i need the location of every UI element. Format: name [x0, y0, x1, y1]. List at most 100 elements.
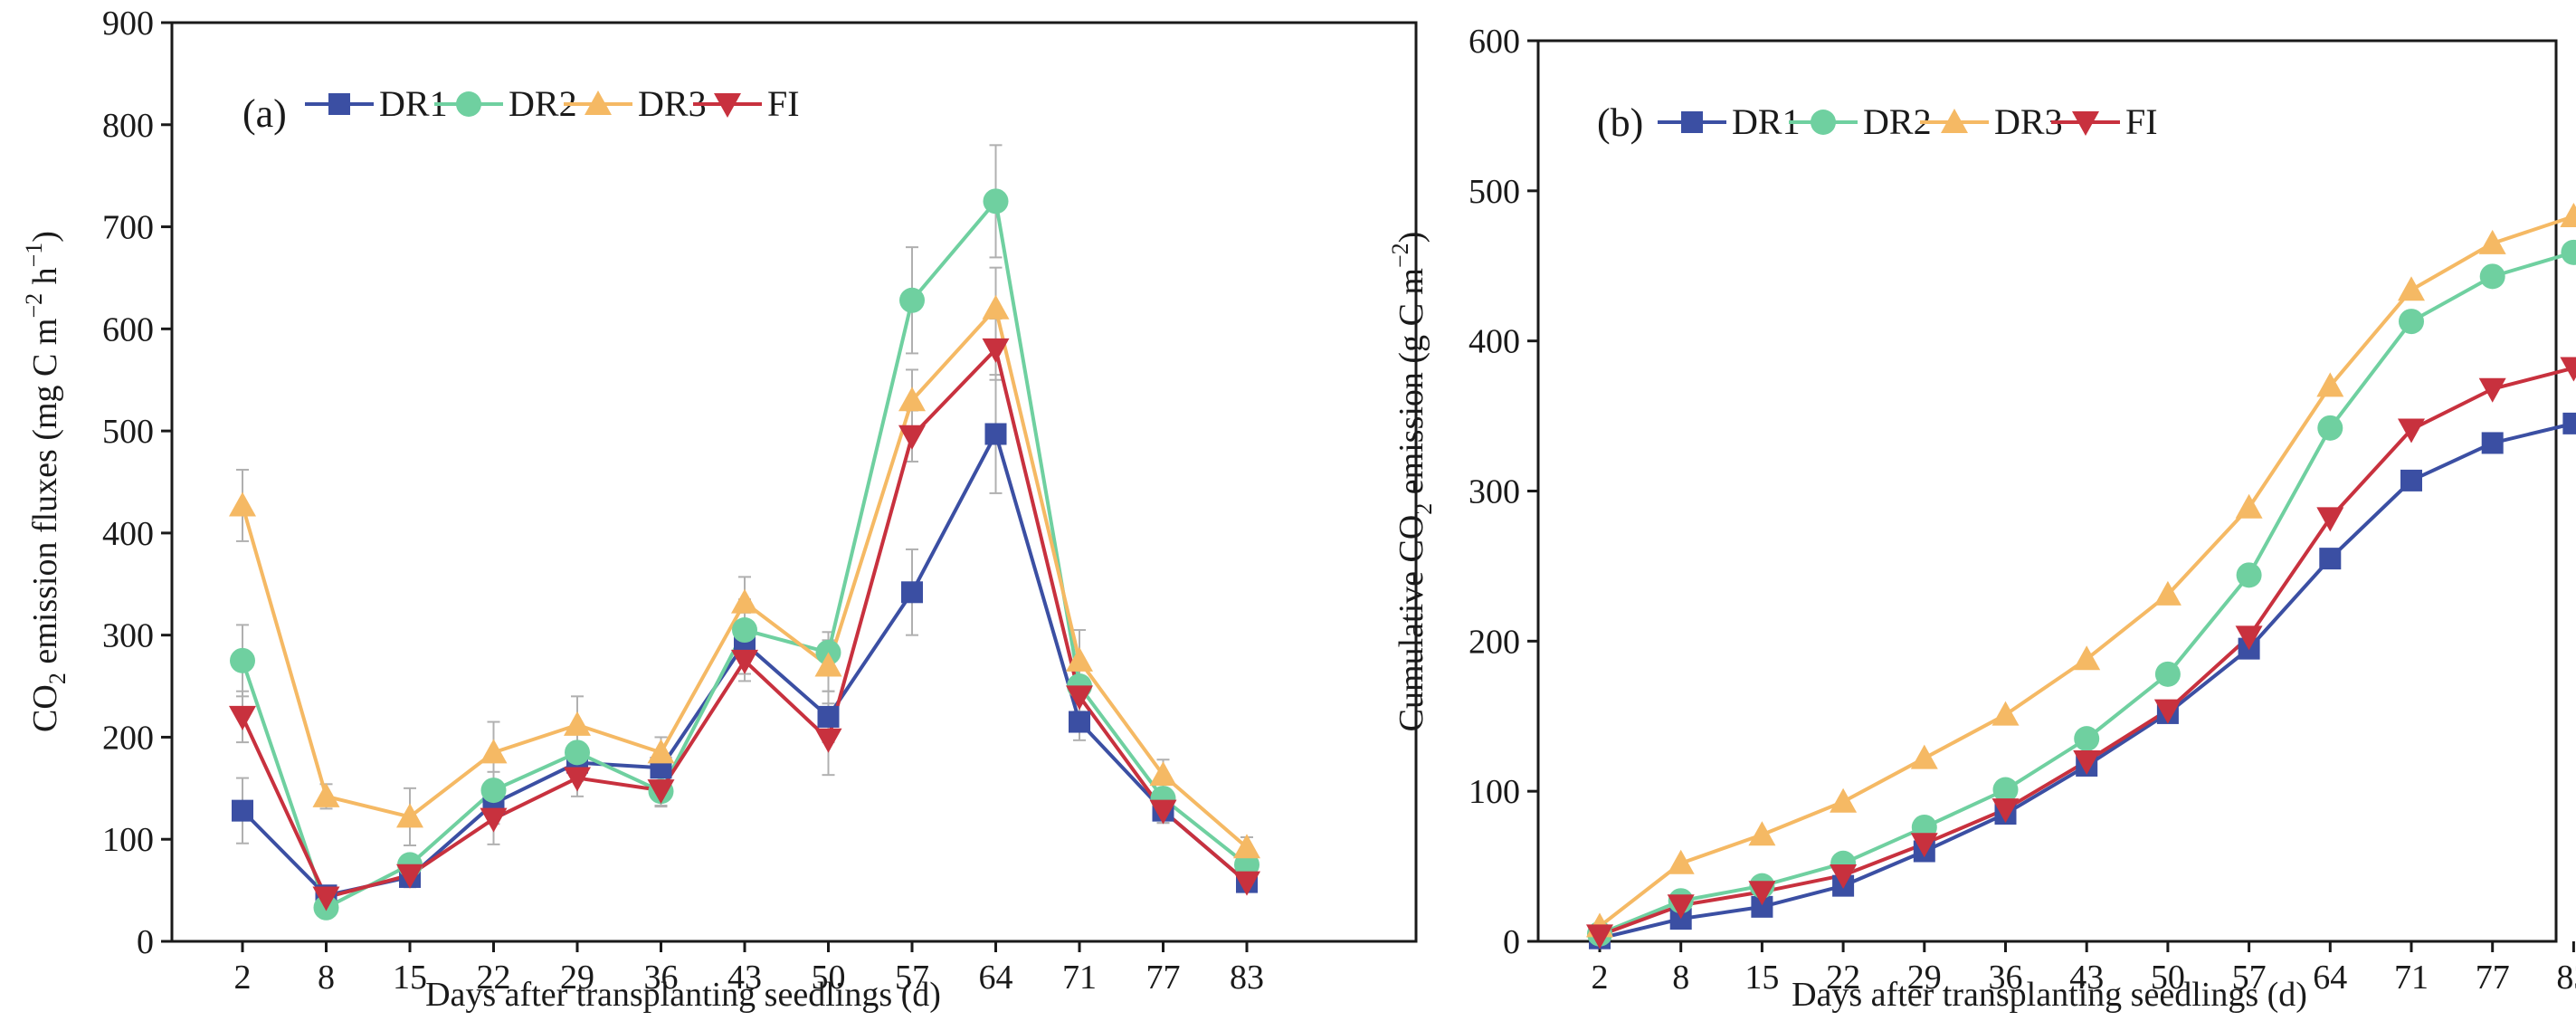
- panel-a-dr1-point: [901, 581, 923, 604]
- panel-a-dr1-point: [1069, 711, 1090, 733]
- panel-b-x-tick-label: 29: [1907, 959, 1942, 997]
- panel-b-dr3-point: [1748, 821, 1776, 846]
- panel-b-y-tick-label: 600: [1469, 23, 1520, 61]
- panel-a-fi-point: [898, 425, 926, 450]
- panel-a-x-tick-label: 83: [1230, 959, 1264, 997]
- panel-b-x-tick-label: 64: [2313, 959, 2347, 997]
- panel-a-x-tick-label: 71: [1062, 959, 1097, 997]
- panel-b-y-tick-label: 500: [1469, 173, 1520, 211]
- panel-a-axes: 0 100 200 300 400 500 600 700 800 900 2 8 15 22 29 36 43…: [102, 5, 1264, 997]
- panel-b-y-tick-label: 200: [1469, 623, 1520, 661]
- panel-b-dr3-point: [2398, 276, 2425, 301]
- panel-b-fi-point: [2235, 625, 2263, 651]
- panel-b-dr3-point: [2316, 372, 2344, 397]
- panel-b-y-axis-title: Cumulative CO2 emission (g C m−2): [1387, 232, 1437, 732]
- panel-b-dr3-point: [2153, 580, 2182, 606]
- panel-a-fi-point: [1066, 685, 1093, 711]
- panel-b-legend-entry-dr1: DR1: [1658, 101, 1801, 142]
- panel-a-x-tick-label: 57: [895, 959, 929, 997]
- panel-b-dr1-point: [2481, 432, 2504, 454]
- panel-a-dr3-point: [396, 803, 423, 828]
- panel-a-fi-point: [480, 807, 508, 833]
- panel-a-y-title-sup2: −1: [21, 243, 47, 268]
- panel-a-legend-dr3-marker: [585, 91, 612, 115]
- panel-b-dr1-point: [2319, 548, 2342, 570]
- panel-b-x-tick-label: 43: [2069, 959, 2104, 997]
- panel-b-fi-point: [2153, 699, 2182, 724]
- panel-a-y-tick-label: 0: [137, 923, 154, 961]
- panel-b-x-tick-label: 77: [2476, 959, 2510, 997]
- panel-b-legend-dr3-label: DR3: [1994, 101, 2063, 142]
- panel-b-y-title-suffix: ): [1393, 232, 1431, 243]
- panel-a-legend-dr2-marker: [456, 91, 481, 117]
- panel-b-legend-dr2-marker: [1811, 110, 1836, 135]
- panel-b-dr3-point: [1830, 787, 1858, 813]
- panel-a-legend-dr1-marker: [328, 93, 350, 115]
- panel-a-y-axis-title: CO2 emission fluxes (mg C m−2 h−1): [21, 231, 71, 732]
- panel-a-dr3-point: [1233, 834, 1260, 859]
- panel-a-x-tick-label: 22: [477, 959, 511, 997]
- panel-b-y-title-prefix: Cumulative CO: [1393, 515, 1431, 732]
- panel-a-dr3-point: [814, 652, 842, 677]
- panel-b-legend-dr2-label: DR2: [1863, 101, 1932, 142]
- panel-a-y-title-prefix: CO: [26, 684, 64, 732]
- panel-a-x-tick-label: 64: [979, 959, 1013, 997]
- panel-a-markers: [229, 188, 1260, 921]
- panel-b-fi-point: [2073, 750, 2101, 775]
- panel-b-dr3-point: [2560, 203, 2576, 228]
- panel-a-y-title-suffix: ): [26, 231, 64, 243]
- panel-b-y-tick-label: 300: [1469, 473, 1520, 511]
- panel-a-dr1-point: [984, 423, 1007, 445]
- panel-b-dr3-line: [1598, 215, 2575, 928]
- panel-a-dr3-point: [898, 386, 926, 412]
- panel-a-fi-point: [229, 705, 256, 730]
- panel-a-y-tick-label: 200: [102, 719, 154, 757]
- panel-a-dr2-point: [565, 740, 590, 766]
- panel-b-dr2-point: [1992, 777, 2019, 803]
- panel-a-y-tick-label: 700: [102, 209, 154, 247]
- panel-b-legend-fi-marker: [2072, 111, 2099, 136]
- panel-a-y-tick-label: 500: [102, 413, 154, 451]
- panel-b-y-title-sup1: −2: [1387, 243, 1413, 268]
- panel-b-dr3-point: [1991, 701, 2020, 726]
- panel-a-y-title-mid2: h: [26, 267, 64, 293]
- panel-a-y-tick-label: 900: [102, 5, 154, 43]
- panel-a-fi-point: [814, 728, 842, 753]
- panel-a-dr2-point: [230, 647, 255, 673]
- panel-b-fi-point: [2560, 357, 2576, 382]
- panel-b-dr2-point: [2561, 239, 2576, 265]
- panel-a-y-tick-label: 800: [102, 107, 154, 145]
- panel-b-dr1-line: [1599, 421, 2574, 940]
- panel-b-fi-point: [1667, 894, 1695, 920]
- panel-b-dr1-point: [2562, 412, 2576, 434]
- panel-a-y-title-mid: emission fluxes (mg C m: [26, 319, 64, 673]
- panel-a-dr2-point: [983, 188, 1009, 215]
- panel-a-series-lines: [241, 199, 1249, 910]
- panel-b-x-tick-label: 22: [1826, 959, 1860, 997]
- panel-b-dr3-point: [2235, 493, 2263, 519]
- panel-b-dr2-point: [2317, 415, 2343, 441]
- panel-a-dr3-point: [731, 588, 758, 614]
- panel-a-legend-entry-dr1: DR1: [305, 83, 448, 124]
- panel-b-y-tick-label: 400: [1469, 323, 1520, 361]
- panel-b-x-tick-label: 2: [1592, 959, 1609, 997]
- panel-b-x-tick-label: 57: [2232, 959, 2267, 997]
- panel-a-legend-fi-marker: [714, 93, 741, 118]
- panel-a-dr2-point: [732, 617, 757, 644]
- panel-b-dr2-point: [2154, 661, 2181, 687]
- panel-a-x-axis-title: Days after transplanting seedlings (d): [425, 976, 941, 1014]
- panel-a-x-tick-label: 50: [812, 959, 846, 997]
- panel-b-dr2-point: [2074, 726, 2100, 752]
- panel-b-legend-entry-fi: FI: [2051, 101, 2158, 142]
- panel-b-legend-dr3-marker: [1941, 109, 1968, 133]
- panel-b-legend: DR1 DR2 DR3 FI: [1658, 101, 2158, 142]
- panel-a-dr3-point: [312, 782, 340, 807]
- panel-b-x-tick-label: 71: [2394, 959, 2429, 997]
- panel-a-label: (a): [242, 91, 287, 136]
- panel-b-cumulative-chart: 0 100 200 300 400 500 600 2 8 15 22 29 36 43 50 57 64 71 7…: [1387, 23, 2576, 1014]
- panel-b-y-title-mid: emission (g C m: [1393, 268, 1431, 503]
- panel-b-legend-fi-label: FI: [2125, 101, 2158, 142]
- panel-a-x-tick-label: 15: [393, 959, 427, 997]
- panel-b-x-axis-title: Days after transplanting seedlings (d): [1792, 976, 2307, 1014]
